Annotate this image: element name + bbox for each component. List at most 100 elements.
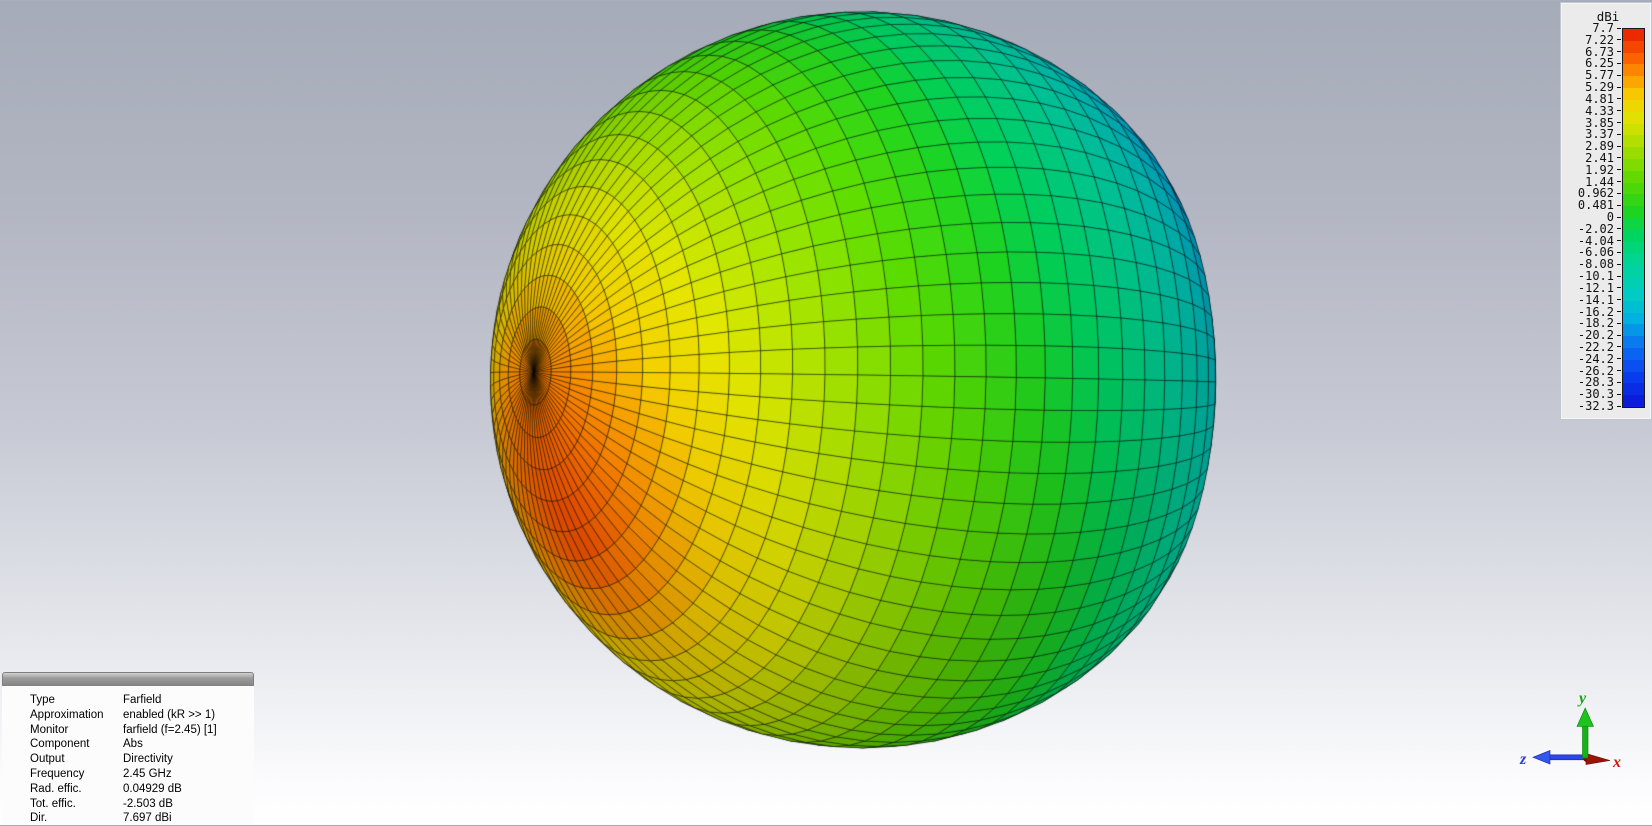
colorbar-tick-mark — [1617, 27, 1621, 29]
colorbar-tick-mark — [1617, 381, 1621, 383]
colorbar-segment — [1623, 40, 1644, 53]
result-row-value: 0.04929 dB — [123, 782, 182, 795]
colorbar-tick-value: -12.1 — [1577, 280, 1614, 295]
colorbar-tick-mark — [1617, 346, 1621, 348]
colorbar-tick-mark — [1617, 39, 1621, 41]
colorbar-tick-mark — [1617, 251, 1621, 253]
colorbar-segment — [1623, 359, 1644, 372]
colorbar-segment — [1623, 383, 1644, 396]
results-panel-titlebar — [2, 672, 254, 686]
colorbar-segment — [1623, 206, 1644, 218]
colorbar-segment — [1623, 253, 1644, 266]
result-row-label: Rad. effic. — [30, 782, 82, 795]
colorbar-segment — [1623, 288, 1644, 301]
colorbar-tick-mark — [1617, 122, 1621, 123]
colorbar-tick-mark — [1617, 51, 1621, 53]
colorbar-tick-mark — [1617, 216, 1621, 218]
colorbar-tick-mark — [1617, 322, 1621, 324]
colorbar-tick-mark — [1617, 145, 1621, 147]
colorbar-tick-value: -4.04 — [1577, 233, 1614, 248]
results-panel-rows: Type Farfield Approximation enabled (kR >> … — [2, 686, 254, 826]
colorbar-tick-value: -10.1 — [1577, 269, 1614, 284]
colorbar-tick-mark — [1617, 240, 1621, 242]
colorbar-tick-value: 6.73 — [1585, 44, 1614, 59]
result-row-label: Monitor — [30, 723, 69, 736]
colorbar-tick-mark — [1617, 370, 1621, 372]
colorbar-segment — [1623, 265, 1644, 278]
result-row-value: Farfield — [123, 694, 162, 706]
colorbar-segment — [1623, 229, 1644, 242]
colorbar-tick-mark — [1617, 204, 1621, 206]
colorbar-tick-mark — [1617, 311, 1621, 312]
colorbar-segment — [1623, 88, 1644, 100]
colorbar-segment — [1623, 111, 1644, 124]
colorbar-tick-value: -24.2 — [1577, 351, 1614, 366]
colorbar-segment — [1623, 336, 1644, 348]
colorbar-tick-value: 1.92 — [1585, 162, 1614, 177]
colorbar-tick-value: 0 — [1606, 210, 1614, 224]
result-row-label: Approximation — [30, 708, 104, 721]
colorbar-segment — [1623, 135, 1644, 148]
colorbar-segment — [1623, 158, 1644, 171]
z-axis-arrow — [1532, 750, 1586, 765]
y-axis-label: y — [1577, 690, 1587, 707]
colorbar-segment — [1623, 194, 1644, 207]
colorbar-segment — [1623, 147, 1644, 159]
colorbar-tick-value: -14.1 — [1577, 292, 1614, 307]
result-row-label: Frequency — [30, 767, 85, 780]
colorbar-tick-mark — [1617, 157, 1621, 159]
colorbar-segment — [1623, 29, 1644, 41]
colorbar-tick-value: -20.2 — [1577, 328, 1614, 343]
result-row-value: Directivity — [123, 753, 173, 766]
colorbar-tick-mark — [1617, 62, 1621, 64]
colorbar-gradient — [1622, 28, 1645, 408]
colorbar-segment — [1623, 312, 1644, 325]
colorbar-tick-mark — [1617, 98, 1621, 100]
colorbar-tick-mark — [1617, 334, 1621, 336]
colorbar-tick-mark — [1617, 110, 1621, 112]
colorbar-tick-mark — [1617, 133, 1621, 135]
colorbar-tick-mark — [1617, 169, 1621, 171]
colorbar-tick-value: -22.2 — [1577, 339, 1614, 354]
colorbar-tick-value: 6.25 — [1585, 56, 1614, 71]
colorbar-tick-value: 4.33 — [1585, 103, 1614, 118]
colorbar-tick-value: -32.3 — [1577, 399, 1614, 413]
colorbar-tick-value: -2.02 — [1577, 221, 1614, 236]
colorbar-tick-mark — [1617, 74, 1621, 76]
colorbar-tick-value: 5.77 — [1585, 68, 1614, 83]
colorbar-segment — [1623, 170, 1644, 183]
colorbar-tick-value: 2.41 — [1585, 150, 1614, 165]
colorbar-tick-value: 3.37 — [1585, 127, 1614, 142]
colorbar-segment — [1623, 218, 1644, 230]
colorbar-tick-value: 3.85 — [1585, 115, 1614, 130]
result-row-label: Dir. — [30, 812, 48, 825]
result-row-label: Component — [30, 738, 90, 751]
colorbar-tick-value: 1.44 — [1585, 174, 1614, 189]
colorbar-segment — [1623, 182, 1644, 195]
colorbar-tick-value: 5.29 — [1585, 80, 1614, 95]
colorbar-tick-mark — [1617, 86, 1621, 88]
colorbar-segment — [1623, 300, 1644, 313]
result-row-value: Abs — [123, 738, 143, 751]
colorbar-tick-mark — [1617, 299, 1621, 301]
colorbar-segment — [1623, 395, 1644, 407]
colorbar-tick-mark — [1617, 405, 1621, 407]
result-row-label: Tot. effic. — [30, 797, 76, 810]
colorbar-segment — [1623, 277, 1644, 289]
colorbar-tick-mark — [1617, 393, 1621, 395]
colorbar-legend: dBi 7.7 7.22 6.73 6.25 5.77 5.29 4.81 4.33 3.85 3… — [1561, 3, 1651, 419]
axes-triad: y z x — [1519, 690, 1621, 771]
colorbar-tick-mark — [1617, 275, 1621, 277]
colorbar-segment — [1623, 76, 1644, 89]
colorbar-segment — [1623, 347, 1644, 360]
result-row-value: 7.697 dBi — [123, 812, 172, 825]
colorbar-tick-value: 0.481 — [1577, 198, 1614, 213]
colorbar-segment — [1623, 64, 1644, 77]
colorbar-tick-value: -8.08 — [1577, 257, 1614, 272]
colorbar-tick-value: -18.2 — [1577, 316, 1614, 331]
colorbar-tick-value: -6.06 — [1577, 245, 1614, 260]
colorbar-unit-label: dBi — [1596, 9, 1620, 24]
colorbar-tick-value: 7.22 — [1585, 32, 1614, 47]
